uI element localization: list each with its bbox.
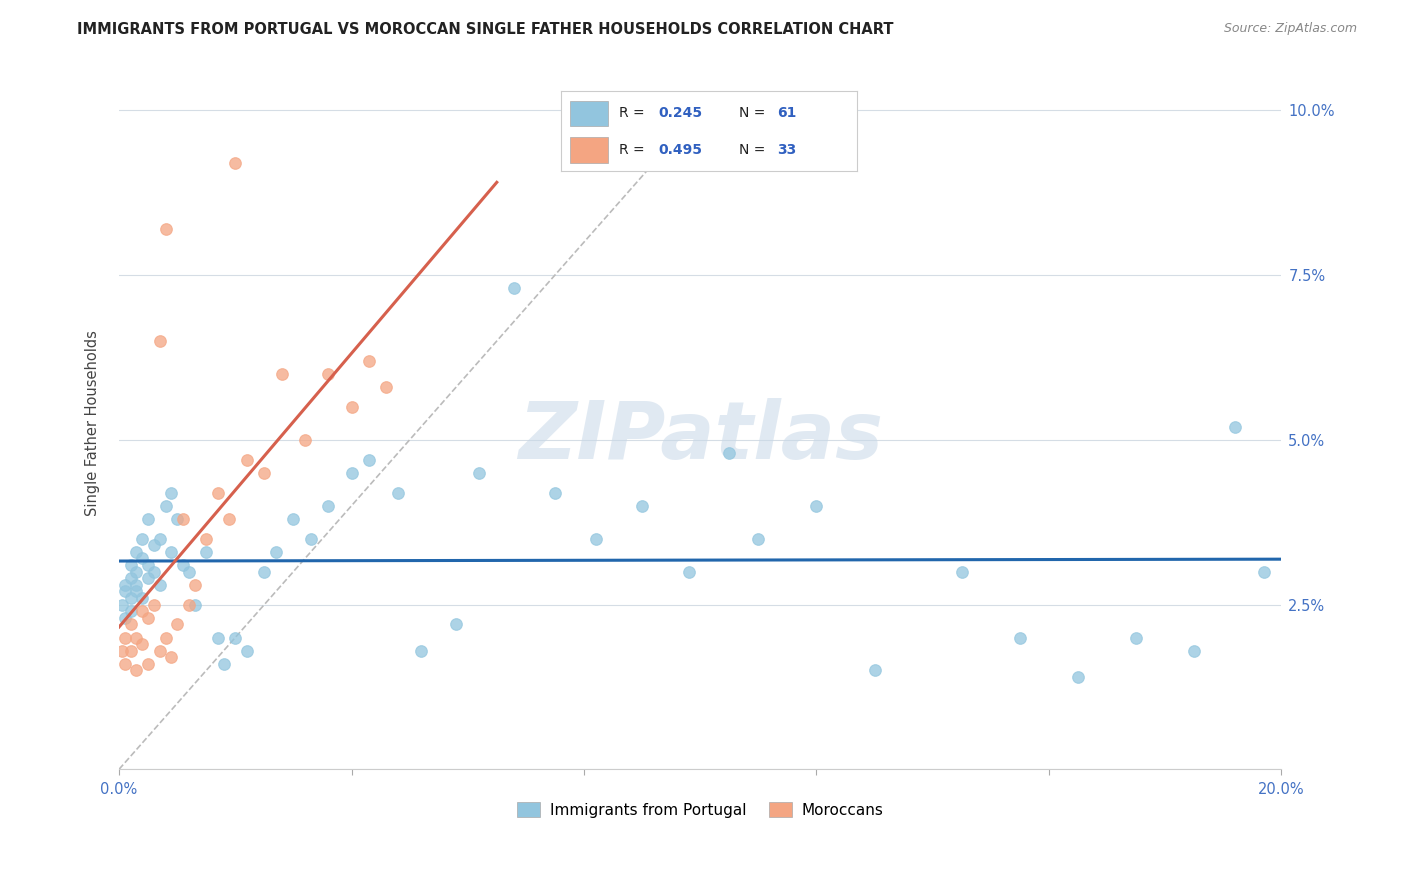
Point (585, 532, 607, 546)
Point (125, 584, 148, 599)
Point (155, 222, 177, 236)
Point (114, 631, 136, 645)
Point (253, 565, 276, 579)
Point (183, 598, 205, 612)
Point (270, 367, 292, 381)
Point (142, 598, 165, 612)
Point (195, 545, 218, 559)
Point (357, 452, 380, 467)
Point (114, 578, 136, 592)
Point (212, 657, 235, 671)
Point (678, 565, 700, 579)
Point (166, 617, 188, 632)
Point (224, 631, 246, 645)
Point (136, 657, 159, 671)
Point (224, 156, 246, 170)
Point (177, 565, 200, 579)
Point (236, 452, 259, 467)
Legend: Immigrants from Portugal, Moroccans: Immigrants from Portugal, Moroccans (512, 796, 889, 824)
Point (1182, 643, 1205, 657)
Point (294, 433, 316, 447)
Point (120, 604, 142, 618)
Point (863, 664, 886, 678)
Point (316, 367, 339, 381)
Point (340, 466, 363, 480)
Point (1125, 631, 1147, 645)
Point (120, 643, 142, 657)
Point (142, 565, 165, 579)
Point (136, 571, 159, 585)
Point (357, 353, 380, 368)
Point (149, 334, 172, 348)
Point (375, 380, 398, 394)
Point (142, 538, 165, 552)
Point (120, 617, 142, 632)
Point (340, 400, 363, 414)
Point (114, 584, 136, 599)
Point (111, 643, 134, 657)
Text: Source: ZipAtlas.com: Source: ZipAtlas.com (1223, 22, 1357, 36)
Point (166, 512, 188, 526)
Point (160, 545, 183, 559)
Point (1253, 565, 1275, 579)
Point (125, 664, 148, 678)
Point (316, 499, 339, 513)
Point (149, 532, 172, 546)
Point (125, 565, 148, 579)
Point (114, 657, 136, 671)
Point (950, 565, 973, 579)
Point (236, 643, 259, 657)
Point (806, 499, 828, 513)
Point (444, 617, 467, 632)
Point (1223, 419, 1246, 434)
Point (387, 485, 409, 500)
Point (111, 598, 134, 612)
Point (136, 558, 159, 572)
Point (283, 512, 305, 526)
Point (631, 499, 654, 513)
Point (264, 545, 287, 559)
Point (136, 611, 159, 625)
Point (160, 485, 183, 500)
Point (125, 631, 148, 645)
Point (125, 545, 148, 559)
Point (218, 512, 240, 526)
Point (253, 466, 276, 480)
Point (155, 631, 177, 645)
Point (411, 643, 433, 657)
Point (718, 446, 741, 460)
Point (149, 643, 172, 657)
Point (747, 532, 769, 546)
Point (160, 650, 183, 665)
Point (177, 598, 200, 612)
Point (503, 281, 526, 295)
Point (120, 591, 142, 605)
Point (183, 578, 205, 592)
Text: ZIPatlas: ZIPatlas (517, 398, 883, 476)
Point (207, 485, 229, 500)
Point (172, 512, 194, 526)
Point (195, 532, 218, 546)
Point (131, 637, 153, 651)
Point (120, 558, 142, 572)
Point (1067, 670, 1090, 684)
Point (125, 578, 148, 592)
Point (131, 604, 153, 618)
Point (544, 485, 567, 500)
Point (114, 611, 136, 625)
Point (149, 578, 172, 592)
Point (120, 571, 142, 585)
Point (299, 532, 322, 546)
Point (155, 499, 177, 513)
Point (131, 551, 153, 566)
Y-axis label: Single Father Households: Single Father Households (86, 330, 100, 516)
Point (207, 631, 229, 645)
Text: IMMIGRANTS FROM PORTUGAL VS MOROCCAN SINGLE FATHER HOUSEHOLDS CORRELATION CHART: IMMIGRANTS FROM PORTUGAL VS MOROCCAN SIN… (77, 22, 894, 37)
Point (136, 512, 159, 526)
Point (172, 558, 194, 572)
Point (468, 466, 491, 480)
Point (1008, 631, 1031, 645)
Point (131, 591, 153, 605)
Point (131, 532, 153, 546)
